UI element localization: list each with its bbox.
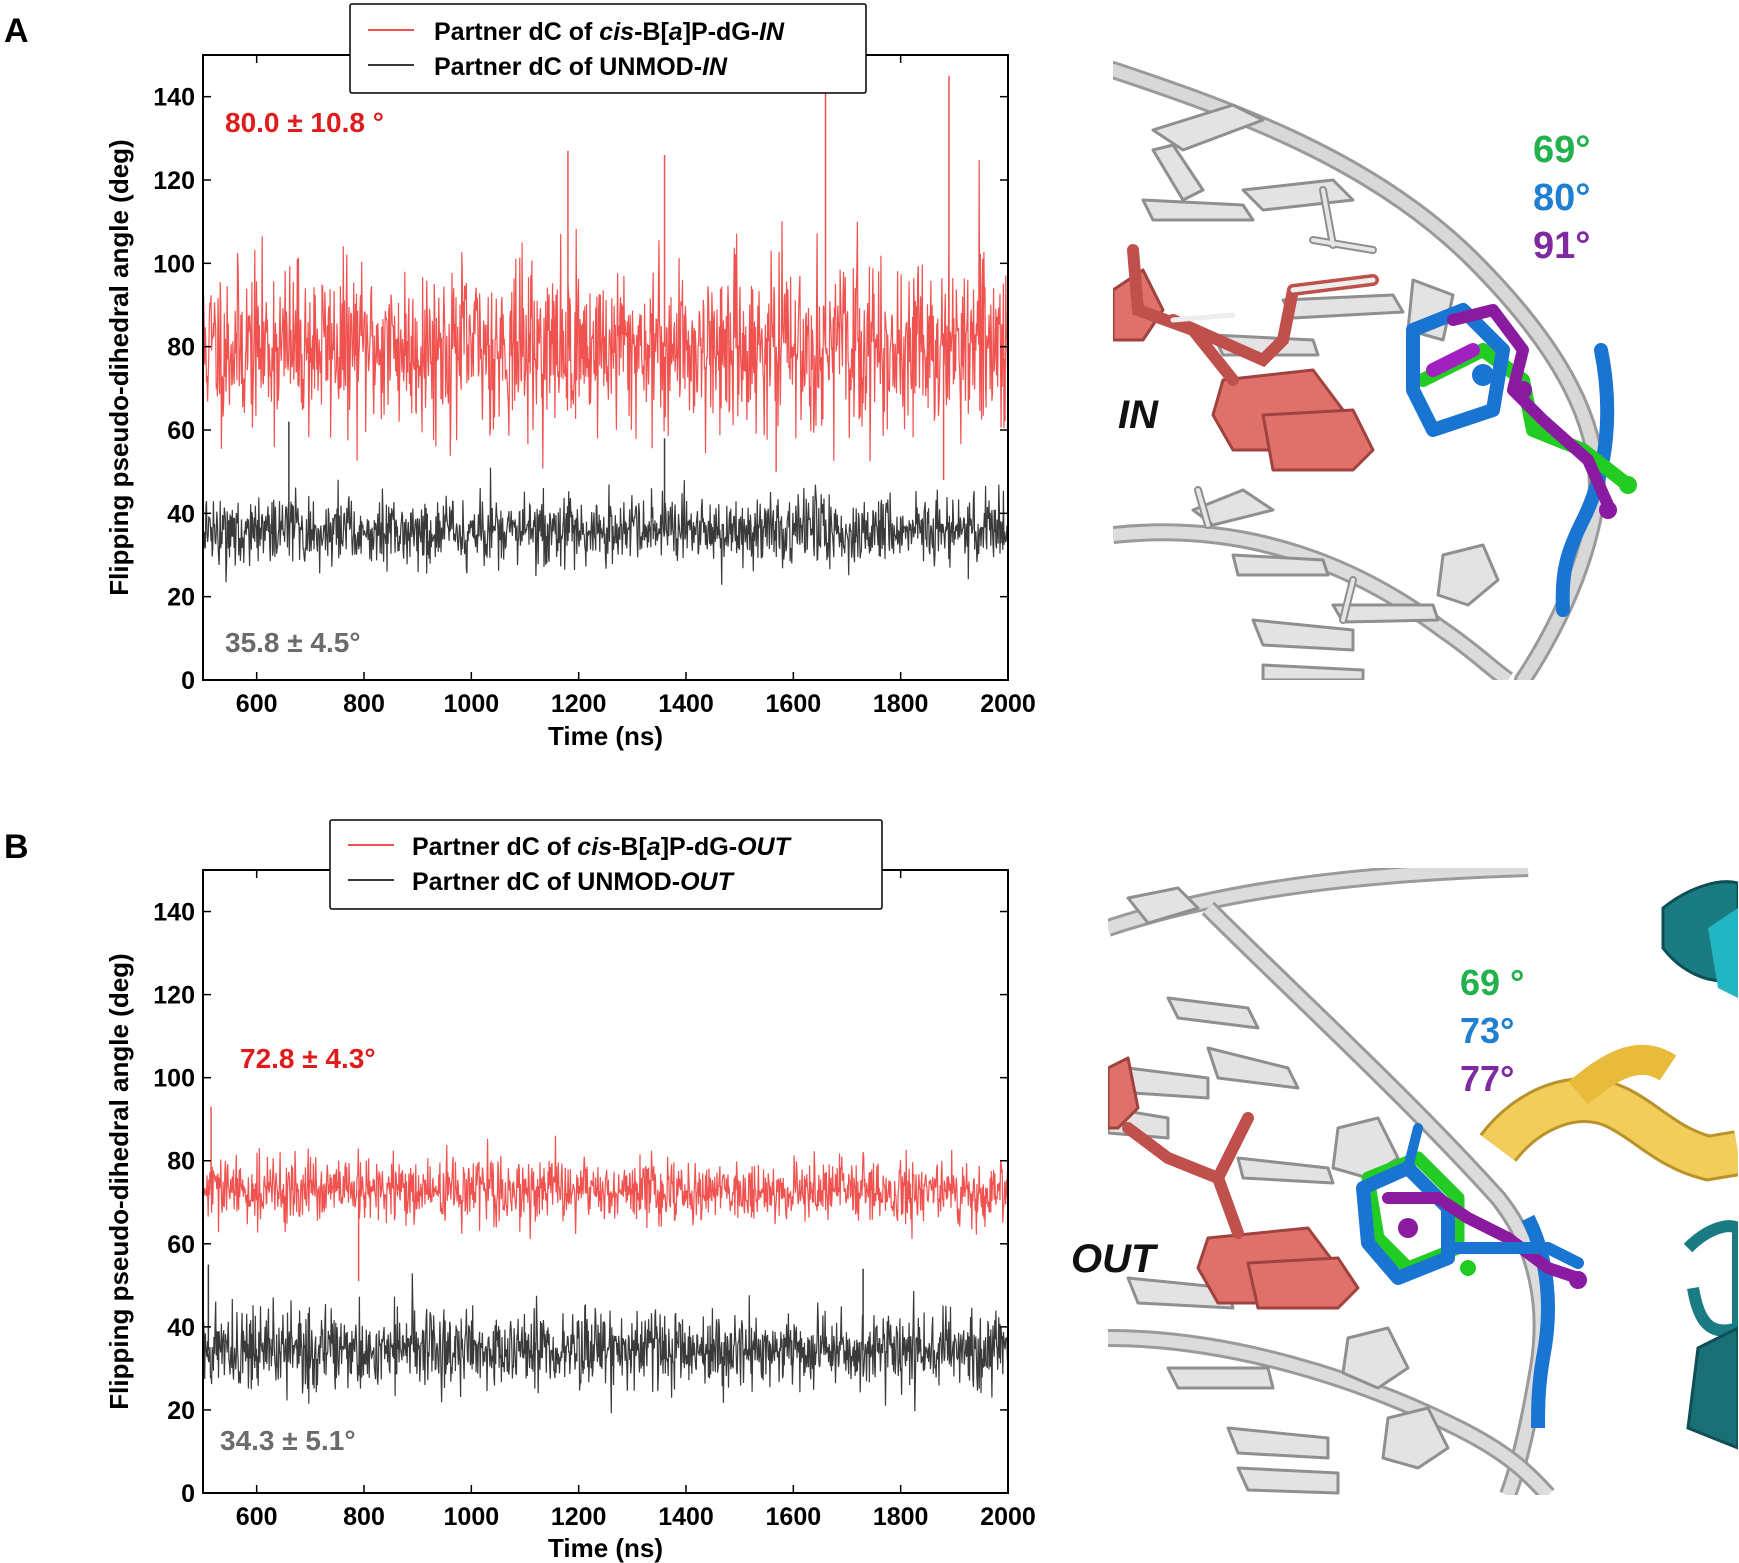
chart-a-x-axis: 600 800 1000 1200 1400 1600 1800 2000: [236, 55, 1036, 718]
chart-a-red-mean-label: 80.0 ± 10.8 °: [225, 107, 384, 138]
y-tick-label: 60: [167, 1231, 195, 1259]
x-tick-label: 1200: [551, 1503, 607, 1531]
chart-b-y-axis-label: Flipping pseudo-dihedral angle (deg): [104, 953, 134, 1409]
legend-a-red-label: Partner dC of cis-B[a]P-dG-IN: [434, 18, 785, 46]
chart-b-red-mean-label: 72.8 ± 4.3°: [240, 1043, 376, 1074]
y-tick-label: 80: [167, 334, 195, 362]
chart-a-series-layer: [202, 75, 1009, 585]
structure-a-label: IN: [1118, 393, 1159, 437]
chart-b-legend: Partner dC of cis-B[a]P-dG-OUT Partner d…: [329, 819, 883, 910]
chart-a-black-mean-label: 35.8 ± 4.5°: [225, 627, 361, 658]
x-tick-label: 800: [343, 690, 385, 718]
x-tick-label: 2000: [980, 1503, 1036, 1531]
y-tick-label: 100: [153, 1065, 195, 1093]
legend-b-red-label: Partner dC of cis-B[a]P-dG-OUT: [412, 833, 793, 861]
chart-b-series-0-line: [202, 1135, 1009, 1239]
y-tick-label: 80: [167, 1148, 195, 1176]
y-tick-label: 120: [153, 982, 195, 1010]
structure-b-image: OUT 69 ° 73° 77°: [1071, 868, 1738, 1495]
chart-b-series-layer: [202, 1106, 1009, 1414]
chart-a-y-axis: 0 20 40 60 80 100 120 140: [153, 84, 1008, 695]
y-tick-label: 60: [167, 417, 195, 445]
x-tick-label: 600: [236, 690, 278, 718]
chart-b: 600 800 1000 1200 1400 1600 1800 2000 0 20 40 60 80…: [104, 819, 1036, 1563]
y-tick-label: 140: [153, 899, 195, 927]
x-tick-label: 1800: [873, 690, 929, 718]
y-tick-label: 100: [153, 250, 195, 278]
legend-b-black-label: Partner dC of UNMOD-OUT: [412, 868, 736, 896]
x-tick-label: 1000: [444, 1503, 500, 1531]
y-tick-label: 20: [167, 1397, 195, 1425]
chart-b-x-axis-label: Time (ns): [548, 1533, 663, 1563]
x-tick-label: 1400: [658, 1503, 714, 1531]
structure-a-image: IN 69° 80° 91°: [1113, 50, 1738, 680]
panel-b: B 600 800 1000 1200 1400 1600 1800 2000 0204060…: [4, 819, 1738, 1563]
chart-b-x-axis: 600 800 1000 1200 1400 1600 1800 2000: [236, 870, 1036, 1531]
y-tick-label: 20: [167, 584, 195, 612]
structure-b-angle-1: 69 °: [1460, 962, 1524, 1003]
structure-b-label: OUT: [1071, 1237, 1159, 1281]
x-tick-label: 1800: [873, 1503, 929, 1531]
chart-a-x-axis-label: Time (ns): [548, 721, 663, 751]
legend-a-black-label: Partner dC of UNMOD-IN: [434, 53, 728, 81]
chart-a-series-0-line: [202, 159, 1009, 469]
structure-b-angle-3: 77°: [1460, 1058, 1514, 1099]
x-tick-label: 800: [343, 1503, 385, 1531]
x-tick-label: 1600: [766, 690, 822, 718]
y-tick-label: 120: [153, 167, 195, 195]
chart-b-series-1-line: [202, 1273, 1009, 1414]
x-tick-label: 600: [236, 1503, 278, 1531]
x-tick-label: 1400: [658, 690, 714, 718]
structure-a-angle-1: 69°: [1533, 129, 1590, 171]
panel-a-letter: A: [4, 12, 29, 50]
panel-a: A 600 800 1000 1200 1400 1600 1800 2000 0204060…: [4, 3, 1738, 751]
chart-a-y-axis-label: Flipping pseudo-dihedral angle (deg): [104, 139, 134, 595]
y-tick-label: 40: [167, 500, 195, 528]
chart-b-y-axis: 0 20 40 60 80 100 120 140: [153, 899, 1008, 1508]
panel-b-letter: B: [4, 828, 29, 866]
structure-a-angle-2: 80°: [1533, 177, 1590, 219]
x-tick-label: 1200: [551, 690, 607, 718]
y-tick-label: 140: [153, 84, 195, 112]
y-tick-label: 40: [167, 1314, 195, 1342]
structure-b-angle-2: 73°: [1460, 1010, 1514, 1051]
chart-b-black-mean-label: 34.3 ± 5.1°: [220, 1425, 356, 1456]
chart-a-series-1-line: [202, 467, 1009, 585]
y-tick-label: 0: [181, 667, 195, 695]
y-tick-label: 0: [181, 1480, 195, 1508]
structure-a-angle-3: 91°: [1533, 225, 1590, 267]
x-tick-label: 1600: [766, 1503, 822, 1531]
x-tick-label: 1000: [444, 690, 500, 718]
chart-a: 600 800 1000 1200 1400 1600 1800 2000 0 20 40 60 80…: [104, 3, 1036, 751]
x-tick-label: 2000: [980, 690, 1036, 718]
chart-a-legend: Partner dC of cis-B[a]P-dG-IN Partner dC…: [349, 3, 867, 94]
